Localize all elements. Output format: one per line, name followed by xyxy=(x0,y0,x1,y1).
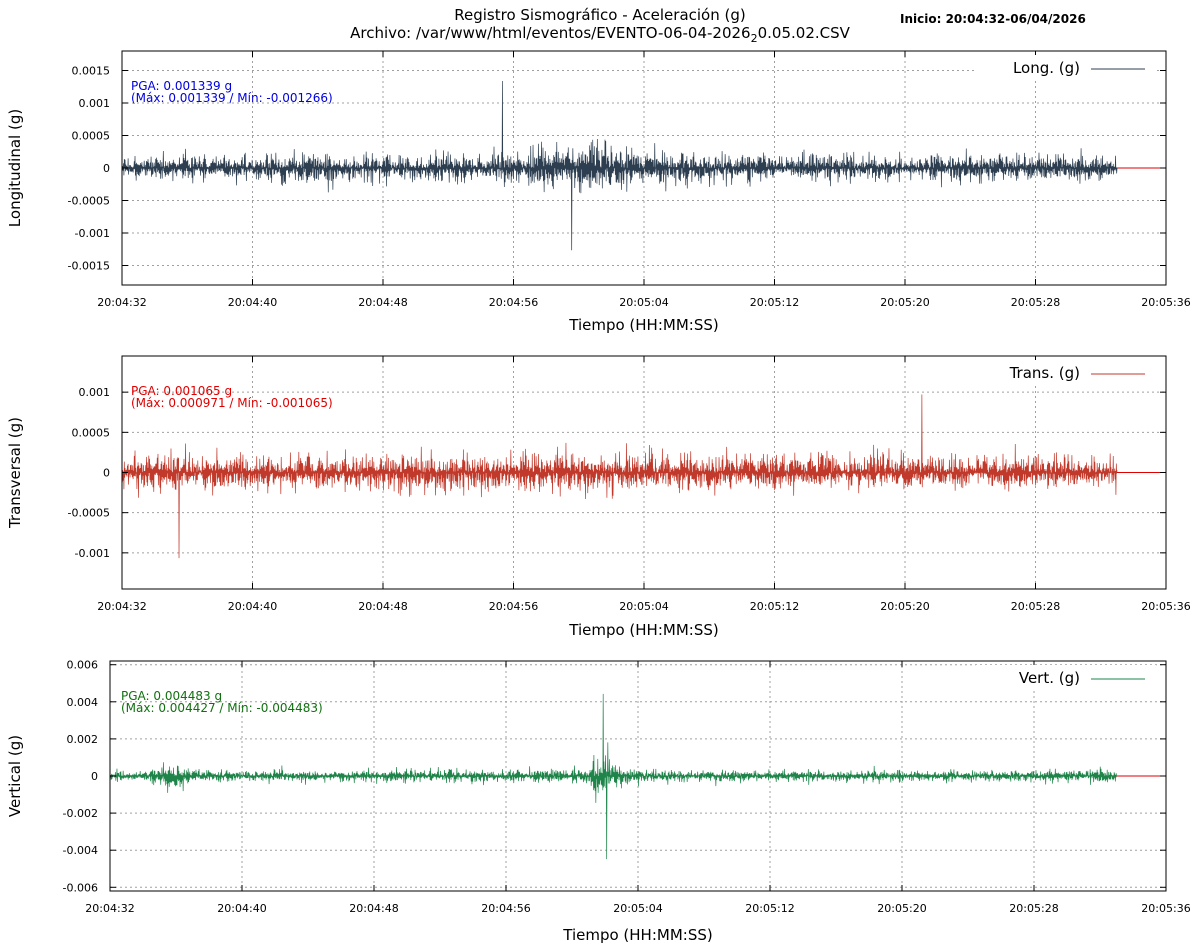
trace-longitudinal xyxy=(121,80,1118,251)
max-min-annotation: (Máx: 0.000971 / Mín: -0.001065) xyxy=(131,396,333,410)
legend-label: Trans. (g) xyxy=(1009,364,1080,382)
axis-ticks: 20:04:32 20:04:40 20:04:48 20:04:56 20:05:04… xyxy=(63,659,1191,915)
x-tick-label: 20:05:20 xyxy=(880,600,929,613)
file-path-title: Archivo: /var/www/html/eventos/EVENTO-06… xyxy=(350,24,851,45)
x-tick-label: 20:05:20 xyxy=(877,902,926,915)
max-min-annotation: (Máx: 0.001339 / Mín: -0.001266) xyxy=(131,91,333,105)
panel-longitudinal: 20:04:32 20:04:40 20:04:48 20:04:56 20:05:04… xyxy=(6,50,1191,334)
y-axis-title: Longitudinal (g) xyxy=(6,109,24,227)
x-tick-label: 20:04:48 xyxy=(358,296,407,309)
pga-annotation: PGA: 0.004483 g xyxy=(121,689,222,703)
max-min-annotation: (Máx: 0.004427 / Mín: -0.004483) xyxy=(121,701,323,715)
x-axis-title: Tiempo (HH:MM:SS) xyxy=(568,316,718,334)
axis-ticks: 20:04:32 20:04:40 20:04:48 20:04:56 20:05:04… xyxy=(68,51,1191,309)
x-tick-label: 20:04:56 xyxy=(489,600,538,613)
x-tick-label: 20:04:48 xyxy=(358,600,407,613)
trace-vertical xyxy=(109,693,1117,860)
legend-label: Long. (g) xyxy=(1013,59,1080,77)
x-tick-label: 20:04:56 xyxy=(489,296,538,309)
acceleration-trace-line xyxy=(121,394,1118,559)
x-tick-label: 20:04:32 xyxy=(97,600,146,613)
y-tick-label: 0.0005 xyxy=(72,426,111,439)
x-axis-title: Tiempo (HH:MM:SS) xyxy=(568,621,718,639)
x-tick-label: 20:05:04 xyxy=(619,600,668,613)
x-axis-title: Tiempo (HH:MM:SS) xyxy=(562,926,712,944)
axis-ticks: 20:04:32 20:04:40 20:04:48 20:04:56 20:05:04… xyxy=(68,356,1191,613)
x-tick-label: 20:04:40 xyxy=(228,600,277,613)
y-tick-label: 0 xyxy=(103,162,110,175)
y-tick-label: -0.004 xyxy=(63,844,98,857)
start-time-label: Inicio: 20:04:32-06/04/2026 xyxy=(900,12,1086,26)
x-tick-label: 20:05:04 xyxy=(619,296,668,309)
file-path-prefix: Archivo: /var/www/html/eventos/EVENTO-06… xyxy=(350,24,751,42)
x-tick-label: 20:05:12 xyxy=(745,902,794,915)
x-tick-label: 20:04:48 xyxy=(349,902,398,915)
pga-annotation: PGA: 0.001065 g xyxy=(131,384,232,398)
y-axis-title: Transversal (g) xyxy=(6,417,24,529)
y-tick-label: 0.001 xyxy=(79,386,111,399)
y-tick-label: 0.002 xyxy=(67,733,99,746)
x-tick-label: 20:04:32 xyxy=(97,296,146,309)
x-tick-label: 20:04:56 xyxy=(481,902,530,915)
y-tick-label: -0.0005 xyxy=(68,195,110,208)
x-tick-label: 20:05:04 xyxy=(613,902,662,915)
x-tick-label: 20:05:28 xyxy=(1009,902,1058,915)
trace-transversal xyxy=(121,394,1118,559)
x-tick-label: 20:05:20 xyxy=(880,296,929,309)
panel-transversal: 20:04:32 20:04:40 20:04:48 20:04:56 20:05:04… xyxy=(6,355,1191,639)
y-axis-title: Vertical (g) xyxy=(6,735,24,817)
x-tick-label: 20:05:28 xyxy=(1011,296,1060,309)
x-tick-label: 20:04:40 xyxy=(228,296,277,309)
y-tick-label: 0.001 xyxy=(79,97,111,110)
y-tick-label: 0.0005 xyxy=(72,130,111,143)
file-path-suffix: 0.05.02.CSV xyxy=(758,24,851,42)
x-tick-label: 20:05:36 xyxy=(1141,902,1190,915)
legend-background xyxy=(976,55,1156,81)
acceleration-trace-line xyxy=(121,80,1118,251)
y-tick-label: 0.006 xyxy=(67,659,99,672)
y-tick-label: 0.0015 xyxy=(72,65,111,78)
x-tick-label: 20:05:12 xyxy=(750,296,799,309)
y-tick-label: 0 xyxy=(103,467,110,480)
y-tick-label: 0 xyxy=(91,770,98,783)
legend-background xyxy=(976,360,1156,386)
x-tick-label: 20:05:36 xyxy=(1141,600,1190,613)
legend-background xyxy=(976,665,1156,691)
y-tick-label: -0.002 xyxy=(63,807,98,820)
y-tick-label: -0.001 xyxy=(75,547,110,560)
y-tick-label: -0.006 xyxy=(63,881,98,894)
panel-vertical: 20:04:32 20:04:40 20:04:48 20:04:56 20:05:04… xyxy=(6,659,1191,944)
x-tick-label: 20:04:40 xyxy=(217,902,266,915)
legend-label: Vert. (g) xyxy=(1019,669,1080,687)
file-path-subscript: 2 xyxy=(751,32,758,45)
y-tick-label: -0.0015 xyxy=(68,260,110,273)
x-tick-label: 20:05:28 xyxy=(1011,600,1060,613)
x-tick-label: 20:04:32 xyxy=(85,902,134,915)
y-tick-label: -0.0005 xyxy=(68,507,110,520)
y-tick-label: -0.001 xyxy=(75,227,110,240)
x-tick-label: 20:05:12 xyxy=(750,600,799,613)
figure-title: Registro Sismográfico - Aceleración (g) xyxy=(454,6,745,24)
x-tick-label: 20:05:36 xyxy=(1141,296,1190,309)
acceleration-trace-line xyxy=(109,693,1117,860)
pga-annotation: PGA: 0.001339 g xyxy=(131,79,232,93)
y-tick-label: 0.004 xyxy=(67,696,99,709)
